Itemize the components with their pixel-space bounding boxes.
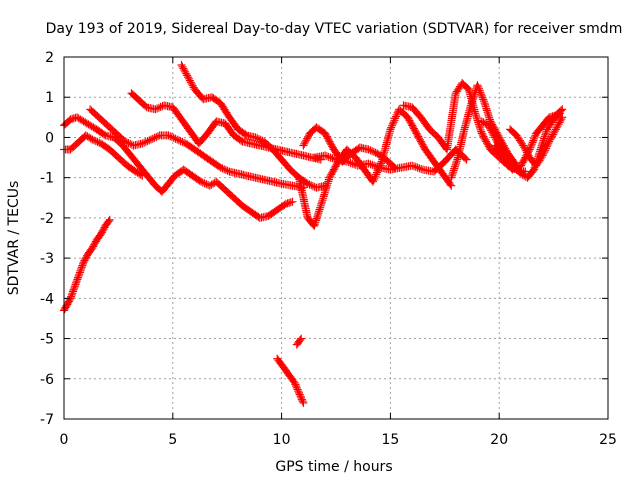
x-axis-label: GPS time / hours — [275, 459, 392, 475]
y-tick-label: -6 — [40, 372, 54, 388]
series-markers — [506, 113, 567, 170]
series-arc-2 — [273, 354, 308, 407]
y-tick-label: -3 — [40, 251, 54, 267]
y-tick-label: 0 — [45, 130, 54, 146]
y-tick-label: -1 — [40, 171, 54, 187]
axis-ticks — [63, 56, 609, 420]
chart-title: Day 193 of 2019, Sidereal Day-to-day VTE… — [46, 21, 623, 37]
y-tick-label: -5 — [40, 332, 54, 348]
series-markers — [292, 334, 306, 349]
data-series-group — [59, 60, 567, 407]
series-markers — [294, 105, 456, 230]
y-tick-label: 1 — [45, 90, 54, 106]
series-arc-8 — [177, 60, 330, 192]
series-arc-13 — [447, 81, 521, 182]
grid-lines — [64, 57, 608, 419]
series-arc-6 — [86, 105, 308, 192]
series-markers — [86, 105, 308, 192]
series-arc-16 — [506, 113, 567, 170]
series-markers — [447, 81, 521, 182]
series-arc-7 — [127, 89, 325, 164]
series-markers — [59, 215, 114, 315]
series-markers — [127, 89, 325, 164]
x-tick-label: 15 — [381, 432, 399, 448]
y-tick-label: 2 — [45, 50, 54, 66]
series-markers — [177, 60, 330, 192]
series-arc-3 — [292, 334, 306, 349]
x-tick-label: 0 — [60, 432, 69, 448]
series-arc-11 — [310, 145, 471, 176]
x-tick-label: 5 — [168, 432, 177, 448]
y-tick-label: -2 — [40, 211, 54, 227]
y-tick-labels: 2 1 0 -1 -2 -3 -4 -5 -6 -7 — [40, 50, 54, 428]
series-arc-1 — [59, 215, 114, 315]
series-markers — [310, 145, 471, 176]
x-tick-label: 20 — [490, 432, 508, 448]
y-axis-label: SDTVAR / TECUs — [6, 181, 22, 296]
x-tick-label: 25 — [599, 432, 617, 448]
series-arc-4 — [59, 113, 297, 222]
y-tick-label: -4 — [40, 291, 54, 307]
x-tick-label: 10 — [273, 432, 291, 448]
x-tick-labels: 0 5 10 15 20 25 — [60, 432, 617, 448]
plot-frame — [63, 56, 609, 420]
series-markers — [273, 354, 308, 407]
y-tick-label: -7 — [40, 412, 54, 428]
series-arc-9 — [294, 105, 456, 230]
series-markers — [59, 113, 297, 222]
